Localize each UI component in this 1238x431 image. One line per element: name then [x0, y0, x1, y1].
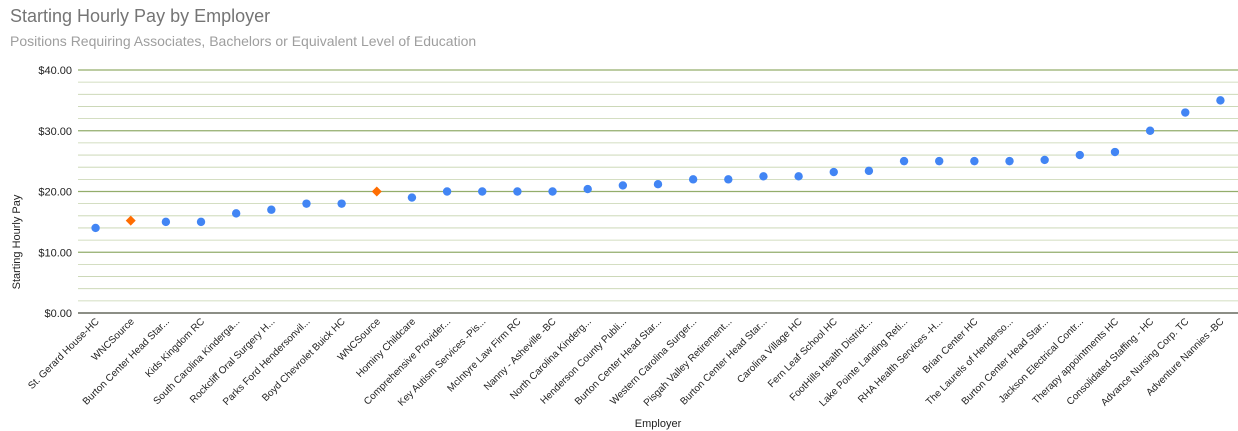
x-axis-title: Employer — [635, 418, 682, 430]
chart-subtitle: Positions Requiring Associates, Bachelor… — [10, 33, 477, 49]
highlight-point — [125, 215, 136, 226]
gridlines — [78, 69, 1238, 314]
data-point — [1110, 147, 1120, 157]
data-point — [1181, 108, 1190, 117]
data-point — [231, 209, 241, 218]
data-point — [1040, 155, 1049, 165]
data-point — [513, 187, 522, 196]
y-tick-label: $30.00 — [38, 126, 72, 138]
x-tick-label: Fern Leaf School HC — [766, 316, 840, 390]
data-point — [161, 217, 171, 227]
data-point — [1075, 150, 1085, 160]
data-point — [337, 199, 346, 208]
y-axis-title: Starting Hourly Pay — [11, 194, 23, 289]
data-point — [724, 175, 733, 184]
data-point — [688, 175, 698, 184]
data-point — [899, 156, 909, 166]
data-point — [864, 166, 874, 176]
data-point — [935, 156, 944, 166]
data-point — [1005, 156, 1014, 166]
data-points — [91, 96, 1225, 233]
x-tick-label: Kids Kingdom RC — [144, 316, 208, 380]
data-point — [91, 223, 100, 233]
data-point — [1216, 96, 1225, 105]
x-tick-label: Carolina Village HC — [735, 316, 804, 385]
y-tick-label: $40.00 — [38, 65, 72, 77]
data-point — [970, 156, 979, 166]
data-point — [442, 187, 452, 196]
data-point — [1145, 126, 1155, 135]
data-point — [618, 181, 628, 190]
data-point — [478, 187, 487, 196]
chart-title: Starting Hourly Pay by Employer — [10, 6, 271, 26]
data-point — [302, 199, 311, 208]
data-point — [548, 187, 557, 196]
data-point — [829, 167, 838, 177]
y-tick-label: $0.00 — [44, 308, 72, 320]
highlight-point — [371, 186, 382, 197]
data-point — [267, 205, 276, 214]
data-point — [583, 184, 592, 194]
data-point — [407, 193, 417, 202]
data-point — [196, 217, 206, 227]
data-point — [653, 180, 663, 189]
y-axis-ticks: $0.00 $10.00 $20.00 $30.00 $40.00 — [38, 65, 72, 320]
y-tick-label: $20.00 — [38, 187, 72, 199]
data-point — [794, 172, 803, 181]
y-tick-label: $10.00 — [38, 247, 72, 259]
data-point — [759, 172, 768, 181]
x-tick-label: Hominy Childcare — [354, 316, 418, 380]
